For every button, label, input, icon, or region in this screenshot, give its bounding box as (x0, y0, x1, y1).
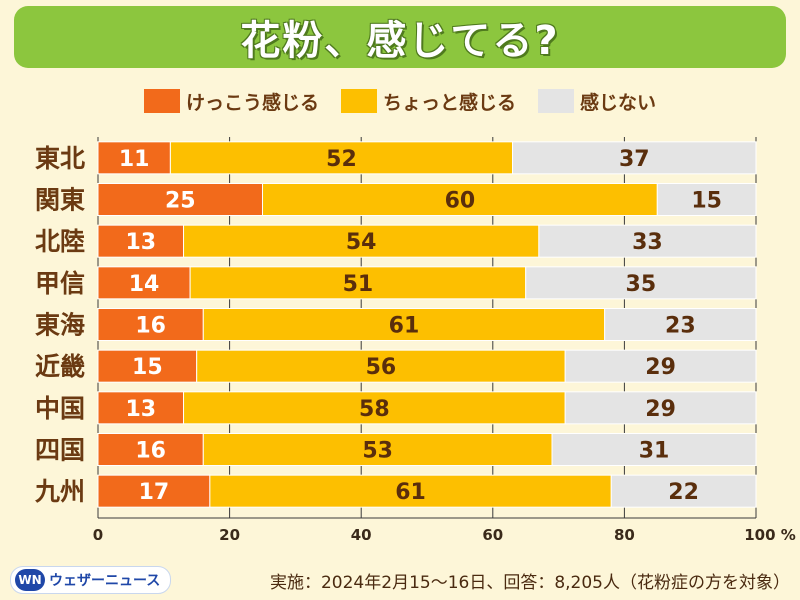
bar-segment (97, 308, 204, 341)
title-banner: 花粉、感じてる? (14, 6, 786, 68)
category-label: 関東 (35, 186, 85, 215)
bar-segment (189, 266, 527, 300)
bar-segment (202, 433, 553, 466)
weathernews-logo: WN ウェザーニュース (10, 566, 172, 594)
x-tick-label-60: 60 (482, 526, 503, 544)
x-tick-label-80: 80 (614, 526, 635, 544)
bar-segment (525, 266, 757, 300)
bar-value-label: 15 (691, 189, 722, 214)
bar-value-label: 15 (132, 355, 163, 380)
logo-mark-icon: WN (15, 569, 45, 591)
legend-swatch-strong (143, 89, 180, 113)
bar-value-label: 56 (366, 355, 397, 380)
category-label: 九州 (34, 477, 85, 506)
x-tick-label-0: 0 (93, 526, 103, 544)
x-tick-label-40: 40 (351, 526, 372, 544)
bar-value-label: 23 (665, 314, 696, 339)
bar-segment (97, 474, 211, 508)
bar-value-label: 16 (135, 314, 166, 339)
bar-segment (97, 183, 263, 216)
bar-segment (262, 183, 658, 216)
legend-swatch-none (538, 89, 574, 113)
category-label: 東北 (35, 144, 85, 173)
legend: けっこう感じる ちょっと感じる 感じない (0, 86, 800, 116)
bar-value-label: 29 (645, 355, 676, 380)
bar-value-label: 31 (639, 439, 670, 464)
bar-value-label: 29 (645, 397, 676, 422)
legend-swatch-slight (340, 89, 377, 113)
legend-item-none: 感じない (538, 88, 656, 115)
legend-item-slight: ちょっと感じる (340, 88, 516, 115)
bar-segment (551, 433, 757, 466)
legend-label-none: 感じない (580, 91, 657, 114)
bar-value-label: 35 (626, 272, 657, 297)
bar-value-label: 14 (129, 272, 160, 297)
bar-segment (538, 224, 757, 258)
bar-value-label: 51 (343, 272, 374, 297)
bar-value-label: 11 (119, 147, 150, 172)
bar-value-label: 52 (326, 147, 357, 172)
bar-value-label: 54 (346, 230, 377, 255)
bar-segment (196, 349, 566, 383)
bar-segment (209, 474, 612, 508)
x-tick-label-100: 100 % (744, 526, 796, 544)
bar-segment (183, 391, 566, 425)
bar-segment (183, 224, 540, 258)
stacked-bar-chart: 0 20 40 60 80 100 % 東北 11 52 37 関東 25 60 15 北陸 13 54 33 甲信… (34, 137, 796, 544)
bar-segment (97, 266, 191, 300)
bar-segment (97, 224, 185, 258)
bar-value-label: 13 (125, 230, 156, 255)
category-label: 北陸 (35, 227, 85, 256)
bar-value-label: 22 (668, 480, 699, 505)
bar-value-label: 61 (395, 480, 426, 505)
bar-value-label: 16 (135, 439, 166, 464)
bar-value-label: 61 (389, 314, 420, 339)
bar-segment (610, 474, 757, 508)
category-label: 四国 (35, 436, 85, 465)
logo-text: ウェザーニュース (49, 573, 161, 589)
bar-segment (512, 141, 757, 175)
category-label: 中国 (35, 394, 85, 423)
bar-value-label: 53 (362, 439, 393, 464)
bar-value-label: 60 (445, 189, 476, 214)
legend-label-slight: ちょっと感じる (382, 91, 516, 114)
bar-segment (202, 308, 606, 341)
legend-label-strong: けっこう感じる (185, 91, 319, 114)
bar-value-label: 37 (619, 147, 650, 172)
bar-segment (564, 349, 757, 383)
survey-note: 実施：2024年2月15～16日、回答：8,205人（花粉症の方を対象） (269, 573, 790, 593)
bar-segment (656, 183, 757, 216)
bar-segment (97, 433, 204, 466)
chart-title: 花粉、感じてる? (240, 18, 560, 64)
bar-value-label: 13 (125, 397, 156, 422)
bar-value-label: 25 (165, 189, 196, 214)
legend-item-strong: けっこう感じる (143, 88, 319, 115)
category-label: 甲信 (35, 269, 85, 298)
bar-value-label: 17 (139, 480, 170, 505)
bar-segment (604, 308, 757, 341)
bar-segment (564, 391, 757, 425)
bar-value-label: 58 (359, 397, 390, 422)
x-tick-label-20: 20 (219, 526, 240, 544)
category-label: 東海 (35, 311, 85, 340)
category-label: 近畿 (35, 352, 85, 381)
bar-value-label: 33 (632, 230, 663, 255)
